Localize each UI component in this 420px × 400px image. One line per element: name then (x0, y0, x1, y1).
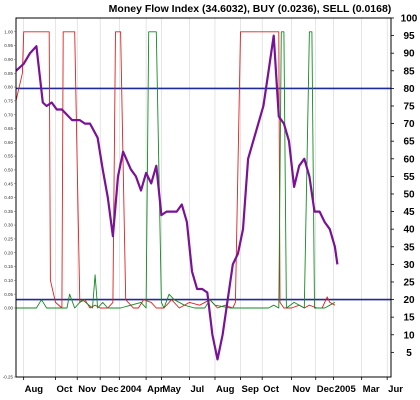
right-axis: 5 10 15 20 25 30 35 40 45 50 55 60 65 70 75 80 85 90 95 100 (391, 14, 418, 359)
left-tick-label: 0.20 (4, 250, 13, 255)
left-tick-label: 0.00 (4, 306, 13, 311)
x-tick-label: Sep (241, 384, 259, 395)
right-tick-label: 25 (403, 277, 415, 288)
x-tick-label: Jul (190, 384, 204, 395)
right-tick-label: 100 (401, 14, 418, 25)
x-tick-label: Nov (78, 384, 97, 395)
left-tick-label: 1.00 (4, 29, 13, 34)
x-tick-label: Nov (293, 384, 312, 395)
x-tick-label: Dec (101, 384, 118, 395)
left-tick-label: 0.55 (4, 154, 13, 159)
left-tick-label: 0.75 (4, 98, 13, 103)
left-tick-label: 0.85 (4, 71, 13, 76)
series-line-green (16, 31, 336, 309)
x-tick-label: 2005 (335, 384, 357, 395)
left-tick-label: 0.45 (4, 181, 13, 186)
right-tick-label: 20 (403, 295, 415, 306)
right-tick-label: 90 (403, 49, 415, 60)
x-tick-label: Apr (147, 384, 164, 395)
right-tick-label: 5 (406, 348, 412, 359)
x-tick-label: Mar (363, 384, 380, 395)
left-tick-label: 0.35 (4, 209, 13, 214)
x-tick-label: Jur (388, 384, 403, 395)
left-tick-label: 0.15 (4, 264, 13, 269)
right-tick-label: 85 (403, 66, 415, 77)
left-tick-label: 0.60 (4, 140, 13, 145)
left-tick-label: 0.90 (4, 57, 13, 62)
x-tick-label: Oct (263, 384, 280, 395)
x-tick-label: Aug (216, 384, 235, 395)
right-tick-label: 65 (403, 137, 415, 148)
left-axis: -0.25 0.00 0.05 0.10 0.15 0.20 0.25 0.30 0.35 0.4… (3, 29, 16, 380)
left-tick-label: 0.50 (4, 167, 13, 172)
right-tick-label: 30 (403, 260, 415, 271)
right-tick-label: 95 (403, 31, 415, 42)
left-tick-label: 0.30 (4, 223, 13, 228)
left-tick-label: 0.10 (4, 278, 13, 283)
series-line-mfi (15, 34, 339, 361)
series-layer (15, 31, 339, 361)
right-tick-label: 10 (403, 330, 415, 341)
series-line-red (15, 31, 336, 309)
left-tick-label: 0.80 (4, 85, 13, 90)
x-tick-label: May (162, 384, 181, 395)
x-tick-label: Aug (25, 384, 44, 395)
left-tick-label: 0.40 (4, 195, 13, 200)
right-tick-label: 75 (403, 101, 415, 112)
right-tick-label: 55 (403, 172, 415, 183)
right-tick-label: 70 (403, 119, 415, 130)
left-tick-label: 0.70 (4, 112, 13, 117)
left-tick-label: 0.25 (4, 237, 13, 242)
x-tick-label: Dec (317, 384, 334, 395)
x-tick-label: 2004 (120, 384, 142, 395)
right-tick-label: 35 (403, 242, 415, 253)
right-tick-label: 60 (403, 154, 415, 165)
left-tick-label: 0.95 (4, 43, 13, 48)
right-tick-label: 15 (403, 313, 415, 324)
right-tick-label: 80 (403, 84, 415, 95)
right-tick-label: 45 (403, 207, 415, 218)
left-tick-label: 0.65 (4, 126, 13, 131)
x-tick-label: Oct (57, 384, 74, 395)
grid-layer (23, 18, 388, 377)
plot-frame (15, 17, 392, 378)
right-tick-label: 40 (403, 225, 415, 236)
chart-title: Money Flow Index (34.6032), BUY (0.0236)… (109, 3, 392, 15)
right-tick-label: 50 (403, 189, 415, 200)
left-tick-label: -0.25 (3, 375, 14, 380)
left-tick-label: 0.05 (4, 292, 13, 297)
